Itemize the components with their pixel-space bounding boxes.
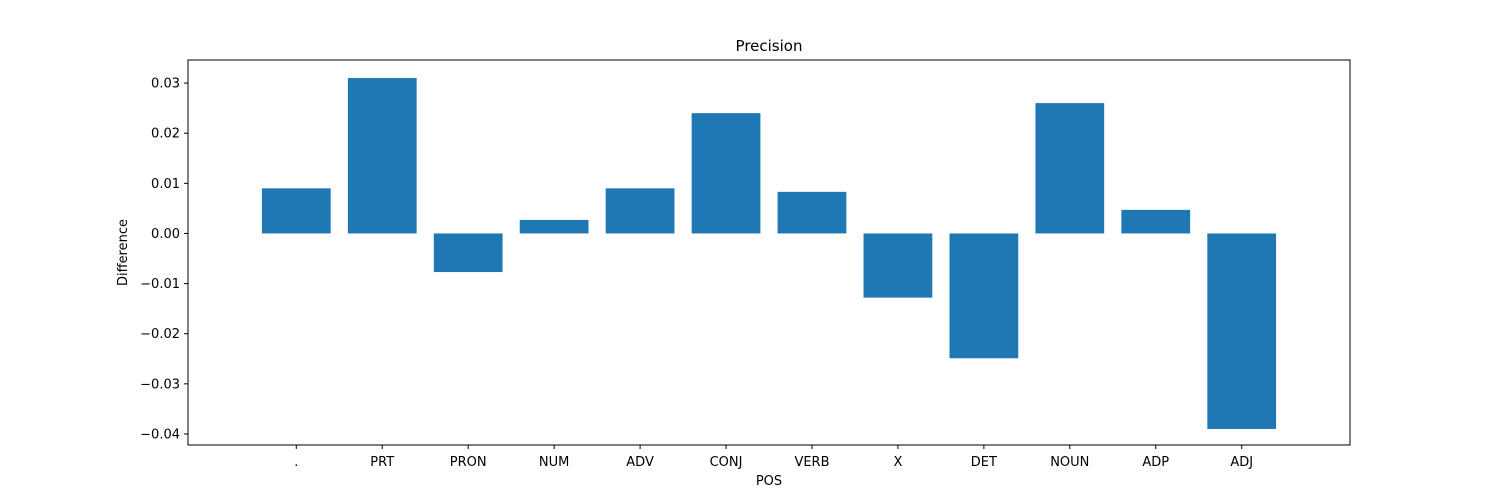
x-tick-label: ADP bbox=[1142, 455, 1169, 470]
bar bbox=[519, 219, 589, 234]
y-tick-label: 0.00 bbox=[151, 227, 180, 242]
y-tick-label: −0.03 bbox=[140, 377, 180, 392]
bar bbox=[949, 233, 1019, 359]
bar bbox=[777, 191, 847, 234]
bar bbox=[261, 188, 331, 234]
x-axis-label: POS bbox=[756, 474, 782, 489]
bar bbox=[863, 233, 933, 298]
x-tick-label: VERB bbox=[794, 455, 829, 470]
bar bbox=[1207, 233, 1277, 429]
y-tick-label: 0.01 bbox=[151, 177, 180, 192]
x-tick-label: ADJ bbox=[1230, 455, 1253, 470]
x-tick-label: PRT bbox=[370, 455, 394, 470]
x-tick-label: DET bbox=[971, 455, 997, 470]
x-tick-label: . bbox=[294, 455, 298, 470]
chart-title: Precision bbox=[736, 37, 803, 55]
y-tick-label: 0.02 bbox=[151, 127, 180, 142]
x-tick-label: ADV bbox=[626, 455, 654, 470]
y-tick-label: −0.02 bbox=[140, 327, 180, 342]
bar bbox=[1121, 209, 1191, 234]
x-tick-label: CONJ bbox=[710, 455, 743, 470]
y-axis-label: Difference bbox=[116, 219, 131, 286]
y-tick-label: 0.03 bbox=[151, 77, 180, 92]
bar bbox=[1035, 103, 1105, 234]
bar bbox=[691, 113, 761, 234]
y-tick-label: −0.01 bbox=[140, 277, 180, 292]
bar bbox=[433, 233, 503, 273]
y-tick-label: −0.04 bbox=[140, 427, 180, 442]
plot-area-frame bbox=[187, 59, 1351, 446]
bar bbox=[347, 78, 417, 234]
x-tick-label: X bbox=[893, 455, 902, 470]
x-tick-label: PRON bbox=[450, 455, 487, 470]
bar bbox=[605, 188, 675, 234]
x-tick-label: NUM bbox=[539, 455, 569, 470]
x-tick-label: NOUN bbox=[1050, 455, 1089, 470]
